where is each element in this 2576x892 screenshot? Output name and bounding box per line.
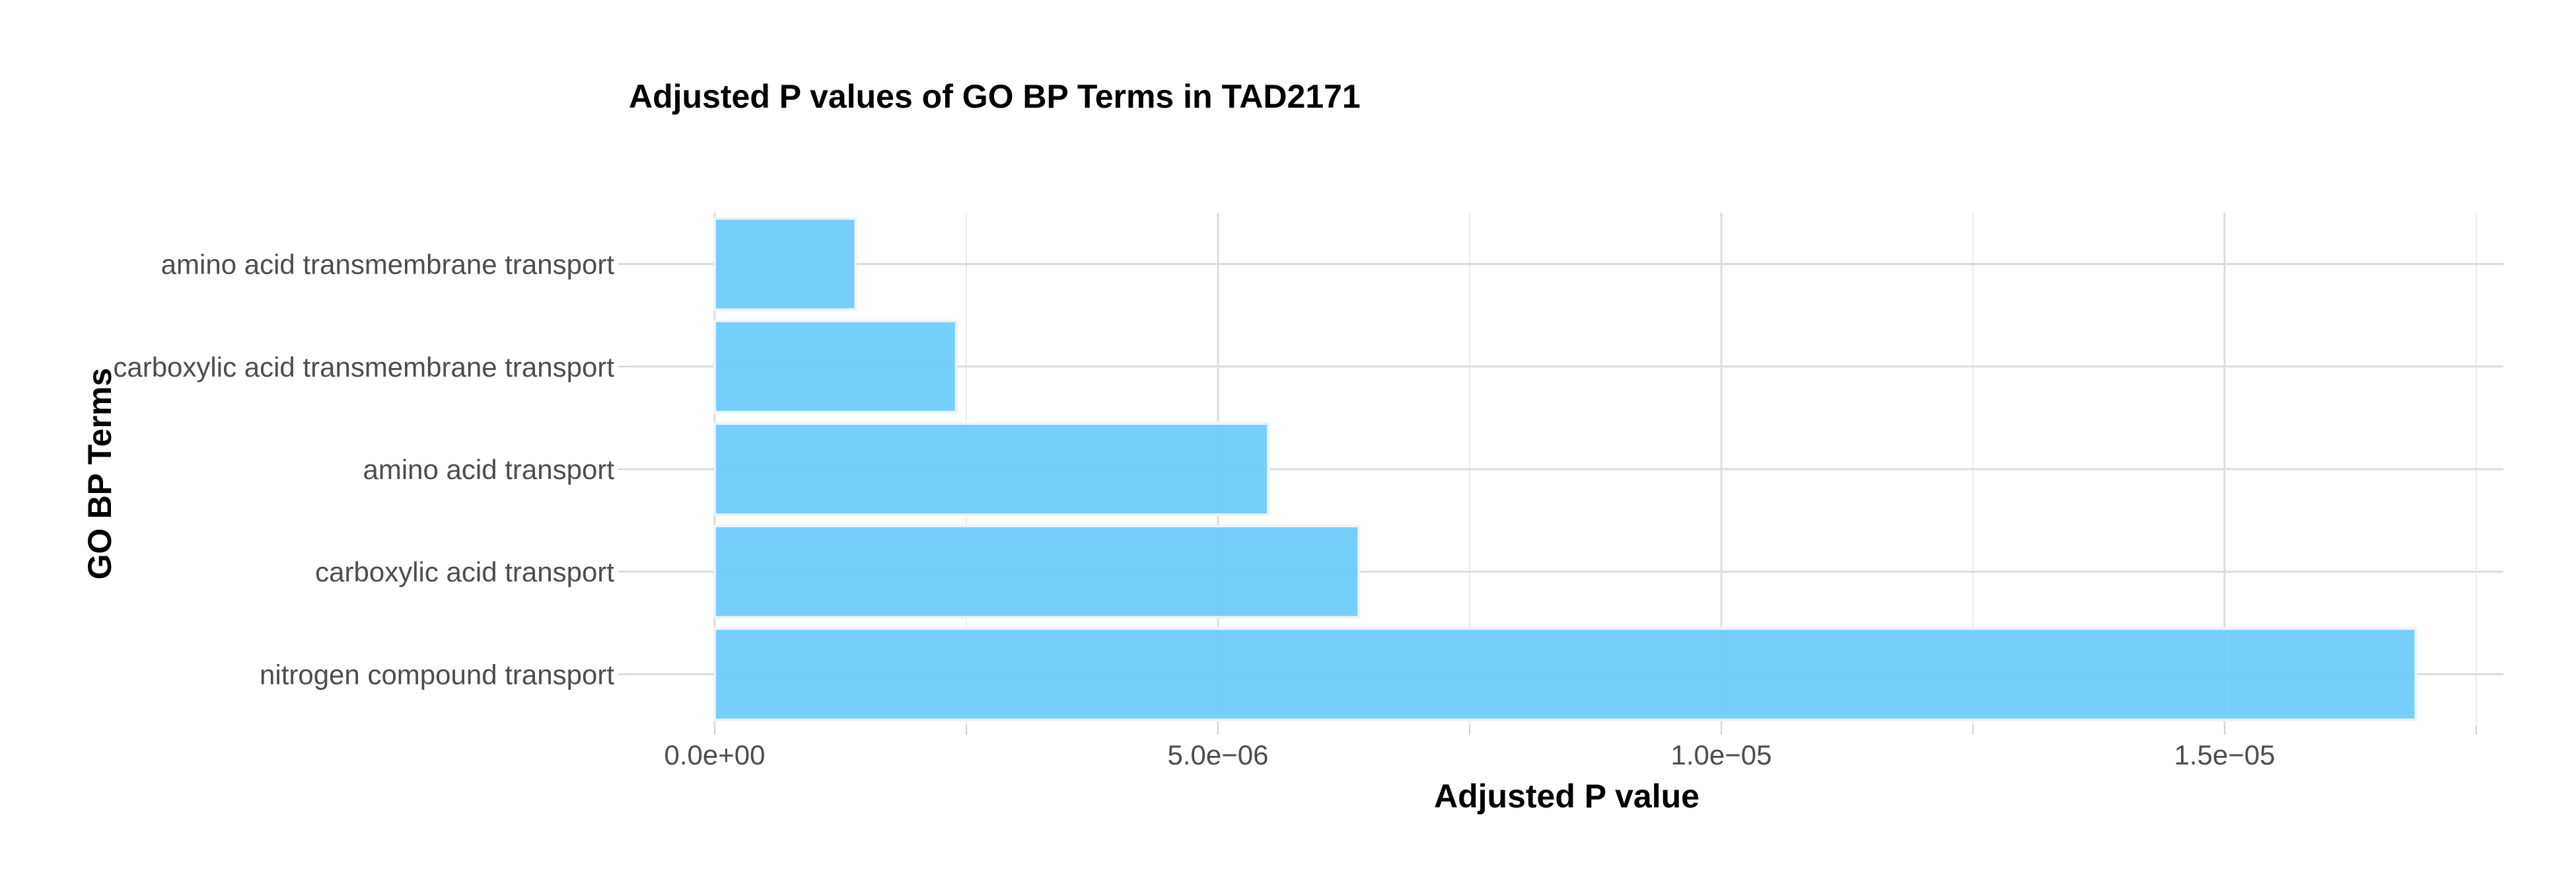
x-tick-label: 1.0e−05 xyxy=(1671,739,1772,770)
bar xyxy=(713,525,1361,619)
x-tick-label: 1.5e−05 xyxy=(2174,739,2275,770)
x-axis-title: Adjusted P value xyxy=(1434,778,1699,815)
bars xyxy=(713,217,2417,722)
bar xyxy=(713,627,2417,722)
bar xyxy=(713,217,857,311)
y-tick-label: nitrogen compound transport xyxy=(260,659,614,690)
y-tick-label: carboxylic acid transmembrane transport xyxy=(113,352,614,383)
x-tick-label: 0.0e+00 xyxy=(664,739,766,770)
x-tick-label: 5.0e−06 xyxy=(1168,739,1269,770)
y-tick-label: carboxylic acid transport xyxy=(315,556,614,587)
y-tick-label: amino acid transport xyxy=(363,454,614,485)
bar xyxy=(713,422,1270,517)
y-axis-title: GO BP Terms xyxy=(81,368,118,579)
y-axis-ticks: amino acid transmembrane transport carbox… xyxy=(113,249,627,690)
bar xyxy=(713,319,958,414)
chart-title: Adjusted P values of GO BP Terms in TAD2… xyxy=(629,78,1361,115)
y-tick-label: amino acid transmembrane transport xyxy=(161,249,615,280)
x-axis-ticks: 0.0e+00 5.0e−06 1.0e−05 1.5e−05 xyxy=(664,725,2477,770)
